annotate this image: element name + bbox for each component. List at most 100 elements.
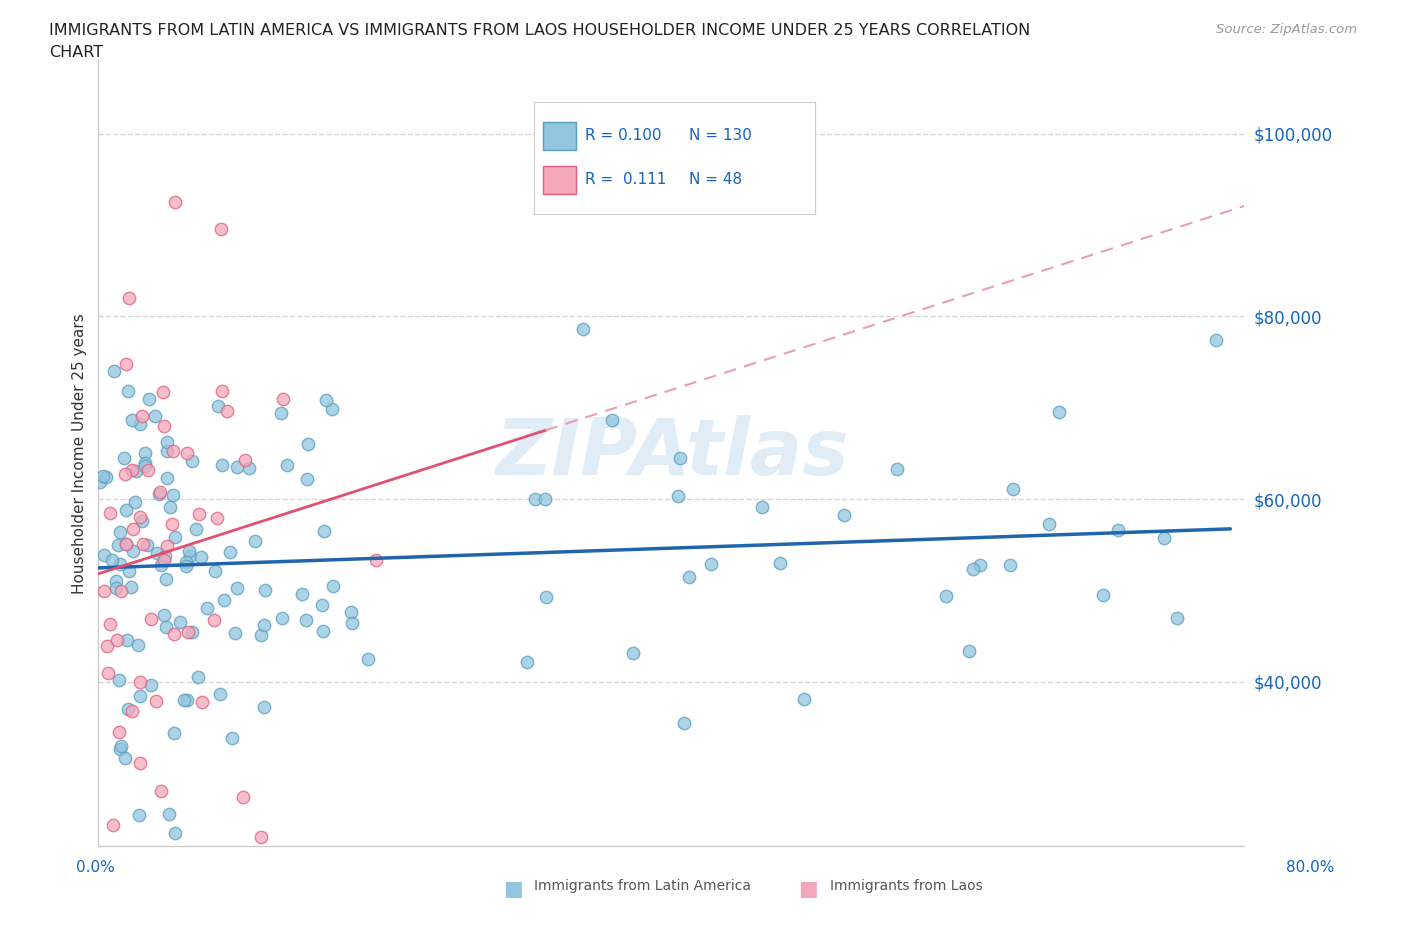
Point bbox=[153, 549, 176, 564]
Point bbox=[152, 607, 174, 622]
Point bbox=[112, 451, 135, 466]
Text: R =  0.111: R = 0.111 bbox=[585, 172, 666, 187]
Point bbox=[217, 404, 239, 418]
Point bbox=[207, 511, 229, 525]
Point bbox=[208, 686, 231, 701]
Point bbox=[101, 552, 124, 567]
Point bbox=[832, 508, 855, 523]
Point bbox=[162, 627, 184, 642]
Point bbox=[121, 413, 143, 428]
Point bbox=[769, 555, 792, 570]
Point bbox=[117, 383, 139, 398]
Point bbox=[121, 522, 143, 537]
Point bbox=[207, 399, 229, 414]
Point bbox=[669, 451, 692, 466]
Point bbox=[134, 445, 156, 460]
Point bbox=[132, 537, 155, 551]
Point bbox=[97, 665, 120, 680]
Point bbox=[93, 469, 115, 484]
Point bbox=[156, 435, 179, 450]
Point bbox=[110, 583, 132, 598]
Point bbox=[190, 550, 212, 565]
Point bbox=[89, 474, 111, 489]
Point bbox=[110, 739, 132, 754]
Text: ■: ■ bbox=[503, 879, 523, 899]
Point bbox=[253, 618, 276, 632]
Point bbox=[176, 692, 198, 707]
Point bbox=[118, 564, 141, 578]
Point bbox=[312, 524, 335, 538]
Point bbox=[107, 538, 129, 552]
Point bbox=[1107, 523, 1129, 538]
Point bbox=[295, 612, 318, 627]
Text: IMMIGRANTS FROM LATIN AMERICA VS IMMIGRANTS FROM LAOS HOUSEHOLDER INCOME UNDER 2: IMMIGRANTS FROM LATIN AMERICA VS IMMIGRA… bbox=[49, 23, 1031, 38]
Point bbox=[226, 460, 249, 475]
Point bbox=[1091, 588, 1114, 603]
Point bbox=[173, 692, 195, 707]
Point bbox=[224, 626, 246, 641]
Text: ■: ■ bbox=[799, 879, 818, 899]
Point bbox=[356, 652, 378, 667]
Point bbox=[572, 321, 595, 336]
Point bbox=[121, 544, 143, 559]
Point bbox=[276, 458, 298, 472]
Point bbox=[311, 597, 333, 612]
Point bbox=[340, 616, 363, 631]
Point bbox=[516, 655, 538, 670]
Point bbox=[152, 418, 174, 433]
Point bbox=[129, 510, 152, 525]
Point bbox=[366, 552, 388, 567]
Point bbox=[187, 507, 209, 522]
Point bbox=[162, 444, 184, 458]
Y-axis label: Householder Income Under 25 years: Householder Income Under 25 years bbox=[72, 313, 87, 593]
Point bbox=[128, 689, 150, 704]
Point bbox=[969, 557, 991, 572]
Point bbox=[238, 460, 260, 475]
Point bbox=[110, 525, 132, 539]
Point bbox=[115, 537, 138, 551]
Point bbox=[114, 751, 136, 765]
Point bbox=[312, 623, 335, 638]
Point bbox=[678, 570, 700, 585]
Point bbox=[321, 402, 343, 417]
Point bbox=[155, 620, 177, 635]
Point bbox=[179, 544, 201, 559]
Point bbox=[93, 548, 115, 563]
Point bbox=[1038, 517, 1060, 532]
Point bbox=[143, 409, 166, 424]
Point bbox=[253, 583, 276, 598]
Text: 0.0%: 0.0% bbox=[76, 860, 115, 875]
Point bbox=[101, 817, 124, 832]
Point bbox=[271, 611, 294, 626]
Point bbox=[136, 538, 159, 552]
Point bbox=[156, 539, 179, 554]
Text: N = 130: N = 130 bbox=[689, 127, 752, 142]
Point bbox=[176, 445, 198, 460]
Point bbox=[114, 467, 136, 482]
Point bbox=[163, 530, 186, 545]
Point bbox=[962, 561, 984, 576]
Point bbox=[105, 633, 128, 648]
Point bbox=[181, 625, 204, 640]
Text: Source: ZipAtlas.com: Source: ZipAtlas.com bbox=[1216, 23, 1357, 36]
Text: R = 0.100: R = 0.100 bbox=[585, 127, 661, 142]
Point bbox=[297, 436, 319, 451]
Point bbox=[226, 580, 249, 595]
Point bbox=[163, 826, 186, 841]
Point bbox=[115, 356, 138, 371]
Point bbox=[163, 726, 186, 741]
FancyBboxPatch shape bbox=[543, 122, 576, 150]
Point bbox=[250, 830, 273, 844]
Point bbox=[533, 492, 555, 507]
Point bbox=[793, 691, 815, 706]
Point bbox=[129, 417, 152, 432]
Point bbox=[957, 644, 980, 658]
Point bbox=[110, 741, 132, 756]
Point bbox=[751, 499, 773, 514]
Point bbox=[221, 731, 243, 746]
Point bbox=[297, 472, 319, 486]
Point bbox=[121, 463, 143, 478]
Point bbox=[700, 556, 723, 571]
Point bbox=[121, 703, 143, 718]
Point bbox=[152, 385, 174, 400]
